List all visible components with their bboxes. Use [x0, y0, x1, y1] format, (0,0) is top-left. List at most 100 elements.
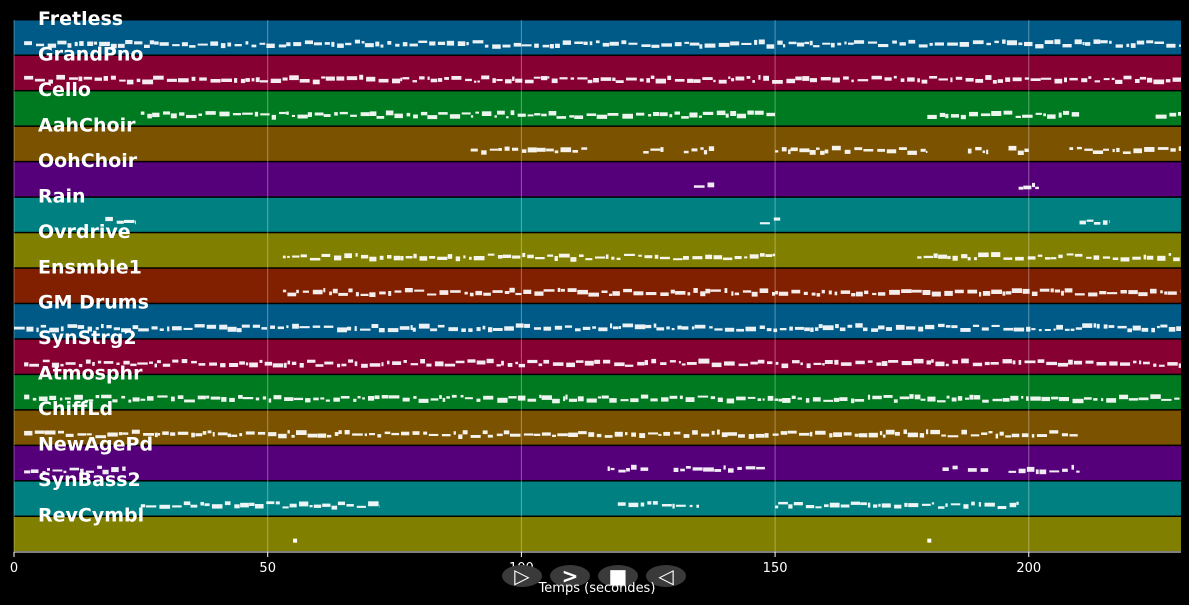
- note-segment: [282, 252, 776, 262]
- note-segment: [607, 464, 649, 473]
- track-row: [14, 197, 1181, 232]
- note-segment: [967, 468, 989, 472]
- tracks-layer: [14, 20, 1181, 551]
- track-label: GrandPno: [38, 43, 143, 65]
- play-forward-icon: ▷: [514, 564, 530, 588]
- note-segment: [967, 147, 989, 155]
- track-label: SynStrg2: [38, 327, 137, 349]
- note-segment: [942, 465, 958, 471]
- track-row: [14, 339, 1181, 374]
- note-segment: [617, 501, 699, 509]
- note-segment: [693, 182, 715, 188]
- track-background: [14, 410, 1181, 445]
- track-row: [14, 304, 1181, 339]
- track-background: [14, 304, 1181, 339]
- note-segment: [24, 394, 1180, 404]
- note-segment: [1079, 219, 1110, 225]
- note-segment: [293, 538, 298, 543]
- track-row: [14, 517, 1181, 551]
- track-label: Atmosphr: [38, 363, 143, 385]
- note-segment: [917, 252, 1180, 262]
- track-background: [14, 233, 1181, 268]
- note-segment: [140, 110, 776, 120]
- track-row: [14, 446, 1181, 481]
- x-tick-label: 0: [10, 561, 18, 576]
- rewind-button[interactable]: ◁: [646, 564, 686, 588]
- note-segment: [643, 147, 664, 154]
- stop-icon: ■: [609, 564, 628, 588]
- note-segment: [1018, 464, 1080, 475]
- track-label: Rain: [38, 185, 86, 207]
- track-label: Fretless: [38, 8, 123, 30]
- note-segment: [14, 323, 1181, 333]
- track-label: Cello: [38, 79, 91, 101]
- rewind-icon: ◁: [657, 564, 674, 588]
- note-segment: [673, 465, 765, 473]
- track-labels-layer: Fretless GrandPno Cello AahChoir OohChoir Rai…: [38, 8, 153, 527]
- note-segment: [1155, 112, 1181, 119]
- track-background: [14, 446, 1181, 481]
- track-label: Ensmble1: [38, 256, 142, 278]
- track-label: Ovrdrive: [38, 221, 131, 243]
- note-segment: [1008, 145, 1029, 155]
- play-forward-button[interactable]: ▷: [502, 564, 542, 588]
- note-segment: [1069, 146, 1181, 154]
- track-background: [14, 517, 1181, 551]
- track-background: [14, 481, 1181, 516]
- grid-layer: [13, 20, 1030, 552]
- track-row: [14, 162, 1181, 197]
- note-segment: [927, 538, 932, 543]
- track-row: [14, 55, 1181, 90]
- button-background[interactable]: [646, 565, 686, 587]
- x-tick-label: 200: [1016, 561, 1041, 576]
- note-segment: [24, 74, 1181, 85]
- note-segment: [775, 145, 928, 155]
- note-segment: [775, 501, 1019, 509]
- note-segment: [24, 429, 1078, 439]
- fast-forward-icon: >: [562, 564, 579, 588]
- button-background[interactable]: [502, 565, 542, 587]
- track-background: [14, 55, 1181, 90]
- note-segment: [105, 216, 136, 225]
- x-tick-label: 50: [259, 561, 276, 576]
- track-background: [14, 339, 1181, 374]
- note-segment: [24, 465, 126, 475]
- note-segment: [140, 501, 380, 510]
- button-background[interactable]: [598, 565, 638, 587]
- track-label: AahChoir: [38, 114, 136, 136]
- note-segment: [683, 146, 715, 155]
- note-segment: [927, 110, 1080, 120]
- stop-button[interactable]: ■: [598, 564, 638, 588]
- track-row: [14, 481, 1181, 516]
- track-row: [14, 268, 1181, 303]
- track-row: [14, 20, 1181, 55]
- x-axis-label: Temps (secondes): [538, 581, 656, 596]
- note-segment: [24, 39, 1181, 49]
- track-row: [14, 375, 1181, 410]
- track-label: NewAgePd: [38, 434, 153, 456]
- playback-controls[interactable]: ▷ > ■ ◁: [502, 564, 686, 588]
- note-segment: [282, 287, 776, 297]
- track-label: SynBass2: [38, 469, 141, 491]
- track-background: [14, 375, 1181, 410]
- button-background[interactable]: [550, 565, 590, 587]
- note-segment: [470, 146, 588, 155]
- track-row: [14, 126, 1181, 161]
- track-row: [14, 410, 1181, 445]
- note-segment: [24, 358, 1181, 369]
- x-tick-label: 150: [763, 561, 788, 576]
- track-background: [14, 91, 1181, 126]
- track-label: OohChoir: [38, 150, 138, 172]
- fast-forward-button[interactable]: >: [550, 564, 590, 588]
- track-background: [14, 197, 1181, 232]
- track-label: ChiffLd: [38, 398, 113, 420]
- track-background: [14, 268, 1181, 303]
- note-segment: [775, 288, 1181, 297]
- note-segment: [1018, 182, 1039, 190]
- track-background: [14, 126, 1181, 161]
- track-label: GM Drums: [38, 292, 149, 314]
- note-segment: [1008, 470, 1017, 473]
- note-segment: [759, 217, 781, 225]
- track-label: RevCymbl: [38, 505, 144, 527]
